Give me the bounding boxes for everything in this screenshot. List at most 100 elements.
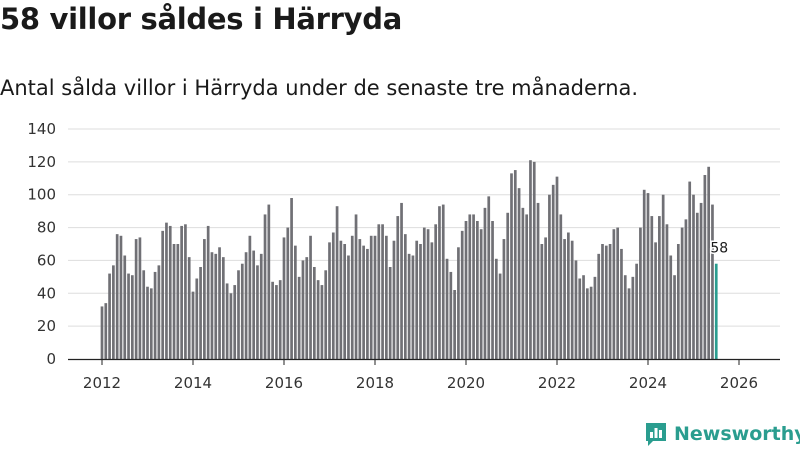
bar <box>513 170 517 359</box>
bar <box>354 214 358 359</box>
bar <box>498 273 502 359</box>
bar <box>146 286 149 359</box>
bar <box>267 204 271 359</box>
bar <box>521 207 525 359</box>
x-tick-label: 2014 <box>174 374 212 392</box>
bar <box>567 232 570 359</box>
bar <box>680 227 684 359</box>
annotations: 58 <box>709 239 730 258</box>
bar <box>366 248 369 359</box>
bar <box>464 221 468 359</box>
bar <box>108 273 111 359</box>
bar <box>271 281 274 359</box>
bar <box>214 253 218 359</box>
bar <box>692 194 695 359</box>
bar <box>259 253 263 359</box>
bar <box>218 247 221 359</box>
bar <box>551 184 555 359</box>
bars <box>100 160 718 359</box>
bar <box>483 207 487 359</box>
bar <box>297 276 301 359</box>
bar <box>635 263 638 359</box>
bar <box>665 224 669 359</box>
bar <box>130 275 134 359</box>
bar <box>263 214 267 359</box>
bar <box>210 252 214 359</box>
chart-subtitle: Antal sålda villor i Härryda under de se… <box>0 76 639 100</box>
bar <box>112 265 115 359</box>
bar <box>487 196 491 359</box>
bar <box>233 285 237 359</box>
bar <box>294 245 297 359</box>
bar <box>445 258 449 359</box>
bar <box>426 229 430 359</box>
bar <box>604 245 608 359</box>
bar <box>248 235 252 359</box>
bar <box>240 263 244 359</box>
bar <box>324 270 328 359</box>
bar <box>165 222 168 359</box>
bar <box>457 247 460 359</box>
bar <box>574 260 578 359</box>
bar <box>434 224 438 359</box>
bar <box>650 216 654 359</box>
y-tick-label: 100 <box>27 186 56 204</box>
bar <box>570 240 574 359</box>
bar <box>415 240 419 359</box>
x-tick-label: 2012 <box>83 374 121 392</box>
bar <box>540 244 544 359</box>
bar <box>707 166 711 359</box>
bar <box>703 175 707 359</box>
bar <box>256 265 259 359</box>
bar <box>396 216 400 359</box>
bar <box>695 212 699 359</box>
bar <box>403 234 407 359</box>
bar <box>206 225 210 359</box>
bar <box>684 219 688 359</box>
newsworthy-logo-icon <box>646 423 666 446</box>
bar <box>286 227 290 359</box>
bar <box>320 285 324 359</box>
y-tick-label: 60 <box>37 251 56 269</box>
y-tick-label: 20 <box>37 317 56 335</box>
x-tick-label: 2022 <box>538 374 576 392</box>
chart-title: 58 villor såldes i Härryda <box>0 2 402 36</box>
bar <box>438 206 441 359</box>
bar <box>199 267 202 359</box>
bar <box>548 194 551 359</box>
bar <box>278 280 282 359</box>
bar <box>582 275 585 359</box>
bar <box>362 245 365 359</box>
bar <box>661 194 665 359</box>
bar <box>335 206 339 359</box>
bar <box>449 271 453 359</box>
bar <box>180 225 183 359</box>
bar <box>203 239 206 359</box>
bar <box>358 239 362 359</box>
bar <box>411 255 415 359</box>
bar <box>460 230 464 359</box>
bar <box>453 290 456 359</box>
bar <box>711 204 714 359</box>
x-tick-label: 2024 <box>629 374 667 392</box>
bar <box>419 244 422 359</box>
bar <box>642 189 646 359</box>
bar <box>149 288 153 359</box>
bar <box>312 267 316 359</box>
bar <box>157 265 161 359</box>
bar <box>491 221 494 359</box>
bar <box>369 235 373 359</box>
bar <box>347 255 350 359</box>
x-tick-label: 2026 <box>720 374 758 392</box>
bar <box>343 244 347 359</box>
bar <box>161 230 165 359</box>
bar <box>616 227 620 359</box>
bar <box>301 260 305 359</box>
bar <box>529 160 532 359</box>
bar <box>184 224 187 359</box>
x-tick-label: 2018 <box>356 374 394 392</box>
y-tick-label: 80 <box>37 219 56 237</box>
bar <box>585 288 589 359</box>
bar <box>589 286 593 359</box>
